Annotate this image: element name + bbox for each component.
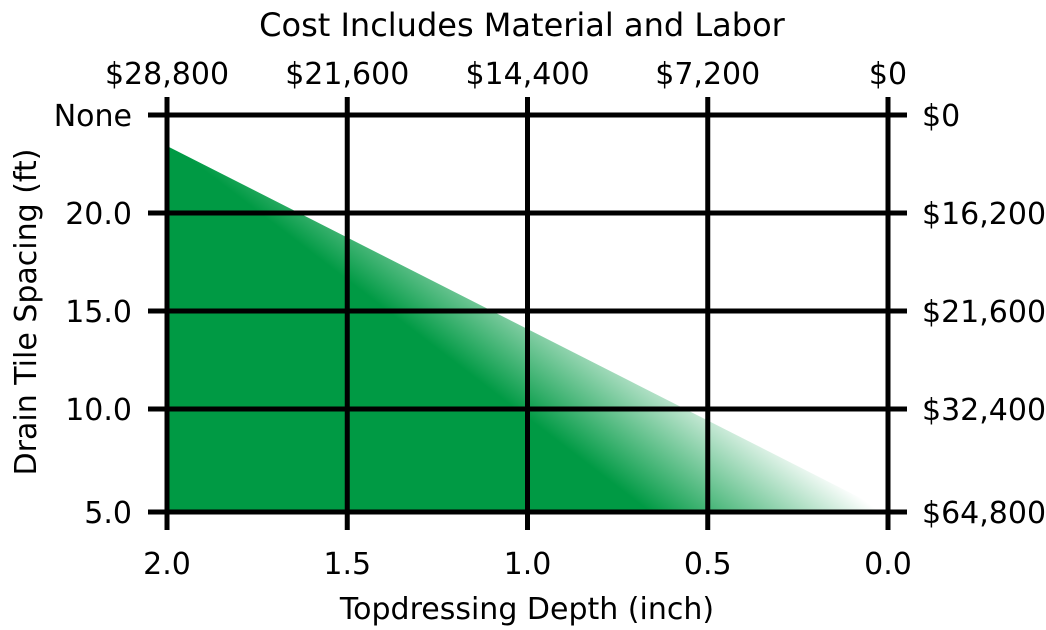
y-tick-label: 20.0 <box>65 197 132 232</box>
y-axis-title: Drain Tile Spacing (ft) <box>9 149 44 476</box>
chart-title: Cost Includes Material and Labor <box>259 6 786 44</box>
x-top-tick-label: $21,600 <box>285 57 409 92</box>
y-right-tick-label: $0 <box>922 99 960 134</box>
y-right-tick-label: $21,600 <box>922 295 1046 330</box>
x-top-tick-label: $28,800 <box>105 57 229 92</box>
y-axis-ticks: None 20.0 15.0 10.0 5.0 <box>54 99 132 531</box>
x-top-tick-label: $7,200 <box>655 57 760 92</box>
y-tick-label: None <box>54 99 132 134</box>
x-axis-ticks: 2.0 1.5 1.0 0.5 0.0 <box>143 547 912 582</box>
y-right-tick-label: $64,800 <box>922 496 1046 531</box>
y-tick-label: 5.0 <box>84 496 132 531</box>
x-top-tick-label: $0 <box>869 57 907 92</box>
x-tick-label: 1.5 <box>323 547 371 582</box>
x-axis-title: Topdressing Depth (inch) <box>339 592 714 627</box>
x-top-axis-ticks: $28,800 $21,600 $14,400 $7,200 $0 <box>105 57 907 92</box>
y-right-tick-label: $16,200 <box>922 197 1046 232</box>
x-tick-label: 0.0 <box>864 547 912 582</box>
x-tick-label: 2.0 <box>143 547 191 582</box>
grid-lines <box>148 97 907 530</box>
x-top-tick-label: $14,400 <box>465 57 589 92</box>
y-right-tick-label: $32,400 <box>922 393 1046 428</box>
x-tick-label: 0.5 <box>684 547 732 582</box>
y-tick-label: 10.0 <box>65 393 132 428</box>
y-tick-label: 15.0 <box>65 295 132 330</box>
y-right-axis-ticks: $0 $16,200 $21,600 $32,400 $64,800 <box>922 99 1046 531</box>
x-tick-label: 1.0 <box>504 547 552 582</box>
